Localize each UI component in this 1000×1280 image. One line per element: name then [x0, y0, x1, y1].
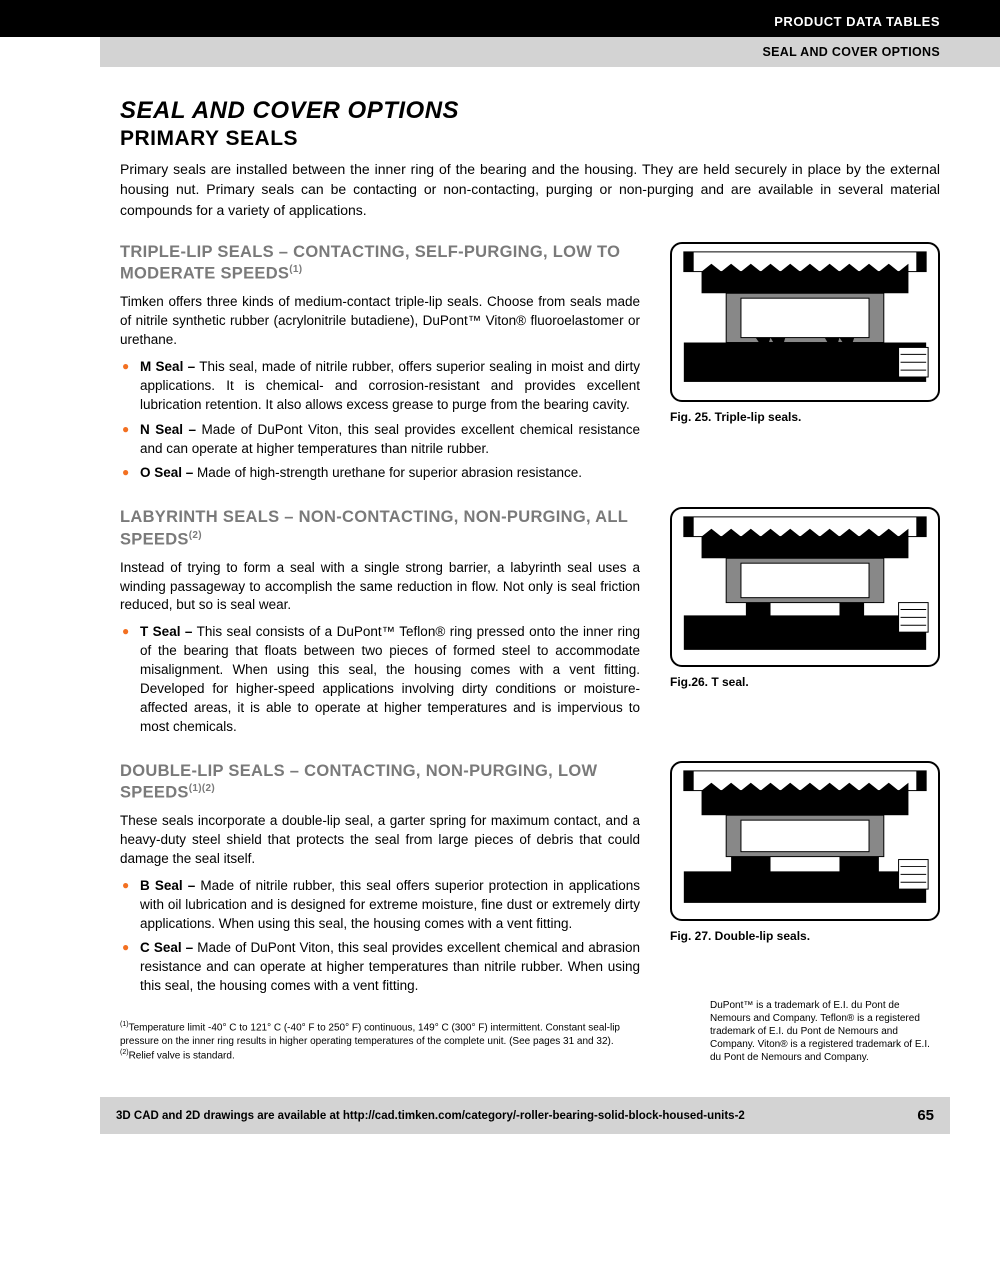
- figure-caption: Fig. 27. Double-lip seals.: [670, 929, 940, 943]
- list-item: O Seal – Made of high-strength urethane …: [134, 464, 640, 483]
- section-heading: LABYRINTH SEALS – NON-CONTACTING, NON-PU…: [120, 507, 640, 550]
- trademark-text: DuPont™ is a trademark of E.I. du Pont d…: [710, 999, 940, 1064]
- list-item: C Seal – Made of DuPont Viton, this seal…: [134, 939, 640, 996]
- seal-list: M Seal – This seal, made of nitrile rubb…: [120, 358, 640, 483]
- seal-list: T Seal – This seal consists of a DuPont™…: [120, 623, 640, 736]
- list-item: T Seal – This seal consists of a DuPont™…: [134, 623, 640, 736]
- intro-text: Primary seals are installed between the …: [120, 159, 940, 220]
- page-title: SEAL AND COVER OPTIONS: [120, 97, 940, 125]
- figure-box: [670, 242, 940, 402]
- page-subtitle: PRIMARY SEALS: [120, 127, 940, 151]
- footer-text: 3D CAD and 2D drawings are available at …: [116, 1110, 745, 1122]
- footer-bar: 3D CAD and 2D drawings are available at …: [100, 1097, 950, 1134]
- figure-caption: Fig.26. T seal.: [670, 675, 940, 689]
- t-seal-diagram-icon: [672, 509, 938, 667]
- figure-box: [670, 507, 940, 667]
- figure-box: [670, 761, 940, 921]
- list-item: N Seal – Made of DuPont Viton, this seal…: [134, 421, 640, 459]
- section-labyrinth: LABYRINTH SEALS – NON-CONTACTING, NON-PU…: [120, 507, 940, 742]
- section-body: These seals incorporate a double-lip sea…: [120, 812, 640, 869]
- double-lip-diagram-icon: [672, 763, 938, 921]
- page-number: 65: [917, 1107, 934, 1124]
- seal-list: B Seal – Made of nitrile rubber, this se…: [120, 877, 640, 996]
- list-item: B Seal – Made of nitrile rubber, this se…: [134, 877, 640, 934]
- section-heading: TRIPLE-LIP SEALS – CONTACTING, SELF-PURG…: [120, 242, 640, 285]
- section-double-lip: DOUBLE-LIP SEALS – CONTACTING, NON-PURGI…: [120, 761, 940, 1002]
- section-heading: DOUBLE-LIP SEALS – CONTACTING, NON-PURGI…: [120, 761, 640, 804]
- section-triple-lip: TRIPLE-LIP SEALS – CONTACTING, SELF-PURG…: [120, 242, 940, 489]
- triple-lip-diagram-icon: [672, 244, 938, 402]
- figure-caption: Fig. 25. Triple-lip seals.: [670, 410, 940, 424]
- list-item: M Seal – This seal, made of nitrile rubb…: [134, 358, 640, 415]
- section-body: Instead of trying to form a seal with a …: [120, 559, 640, 616]
- section-body: Timken offers three kinds of medium-cont…: [120, 293, 640, 350]
- header-black: PRODUCT DATA TABLES: [0, 0, 1000, 37]
- header-gray: SEAL AND COVER OPTIONS: [100, 37, 1000, 67]
